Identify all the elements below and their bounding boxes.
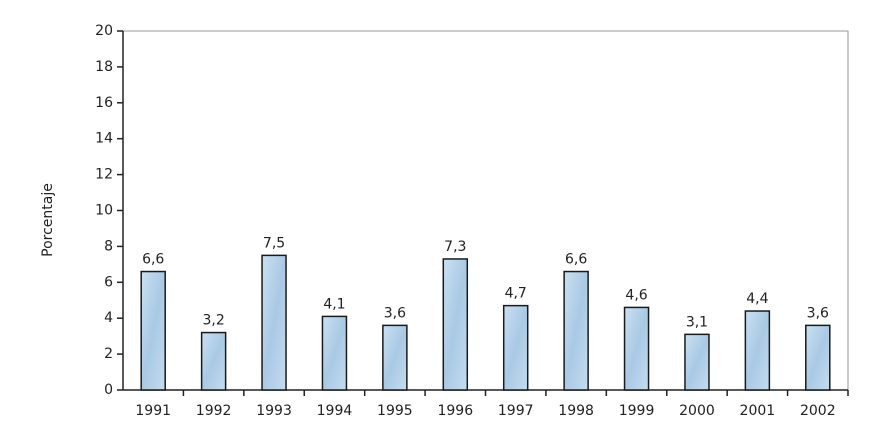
bar [805,324,831,391]
y-tick-label: 0 [104,382,113,398]
x-tick-label: 1994 [317,403,353,419]
bar [744,310,771,391]
bar [502,304,529,391]
y-tick-label: 8 [104,238,113,254]
x-tick-label: 1997 [498,403,534,419]
value-label: 6,6 [565,252,587,268]
x-tick-label: 1998 [558,403,594,419]
x-tick-label: 1991 [135,403,171,419]
bar [684,333,710,391]
value-label: 3,2 [202,313,224,329]
x-tick-label: 1993 [256,403,292,419]
value-label: 7,3 [444,239,466,255]
bar [261,254,287,391]
value-label: 4,7 [505,286,527,302]
bar [563,270,589,391]
bar [442,258,469,391]
value-label: 4,4 [746,291,768,307]
x-tick-label: 2000 [679,403,715,419]
y-tick-label: 6 [104,274,113,290]
x-tick-label: 2002 [800,403,836,419]
value-label: 6,6 [142,252,164,268]
y-tick-label: 4 [104,310,113,326]
y-tick-label: 10 [95,203,113,219]
bar [623,306,650,391]
value-label: 3,1 [686,314,708,330]
x-tick-label: 1992 [196,403,232,419]
y-tick-label: 18 [95,59,113,75]
y-tick-label: 14 [95,131,113,147]
bar [321,315,348,391]
y-tick-label: 20 [95,23,113,39]
y-tick-label: 12 [95,167,113,183]
x-tick-label: 2001 [740,403,776,419]
x-tick-label: 1995 [377,403,413,419]
y-tick-label: 2 [104,346,113,362]
y-tick-label: 16 [95,95,113,111]
bar [382,324,408,391]
bar [200,331,227,391]
bar [140,270,166,391]
value-label: 4,1 [323,296,345,312]
plot-frame [122,30,849,391]
value-label: 3,6 [807,305,829,321]
y-axis-label: Porcentaje [40,183,56,257]
value-label: 7,5 [263,235,285,251]
value-label: 4,6 [625,287,647,303]
value-label: 3,6 [384,305,406,321]
x-tick-label: 1996 [437,403,473,419]
x-tick-label: 1999 [619,403,655,419]
